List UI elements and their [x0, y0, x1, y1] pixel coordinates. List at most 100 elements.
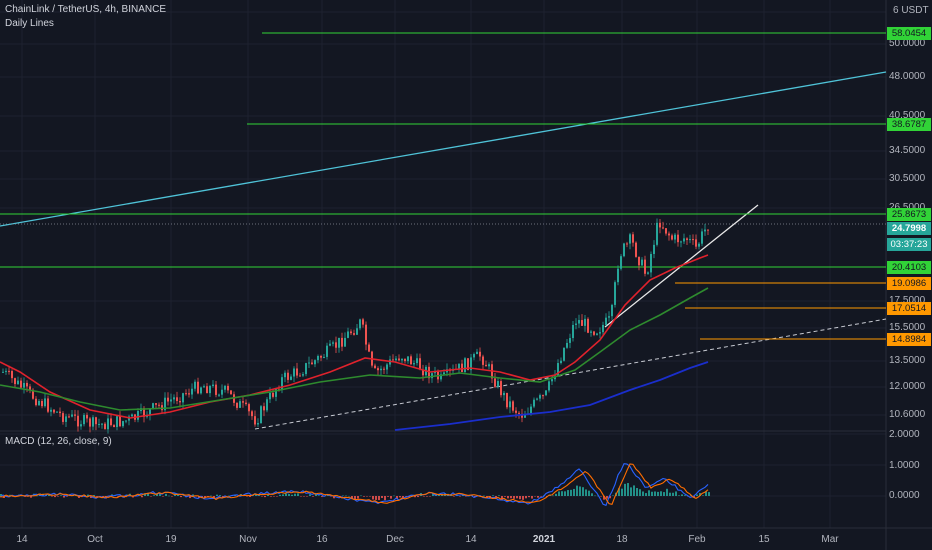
candle-body	[116, 416, 118, 428]
macd-bar	[561, 491, 563, 496]
macd-bar	[459, 496, 461, 497]
macd-bar	[162, 496, 164, 497]
candle-body	[665, 228, 667, 234]
candle-body	[65, 416, 67, 422]
macd-bar	[96, 496, 98, 497]
macd-bar	[156, 493, 158, 496]
candle-body	[89, 418, 91, 427]
candle-body	[98, 423, 100, 425]
candle-body	[464, 358, 466, 373]
macd-bar	[357, 496, 359, 499]
price-tick: 50.0000	[889, 38, 926, 49]
candle-body	[623, 243, 625, 257]
candle-body	[596, 333, 598, 335]
macd-bar	[657, 491, 659, 496]
candle-body	[245, 402, 247, 405]
macd-bar	[141, 496, 143, 498]
price-tick: 10.6000	[889, 409, 926, 420]
macd-bar	[705, 491, 707, 496]
macd-bar	[171, 496, 173, 497]
candle-body	[569, 338, 571, 343]
candle-body	[95, 417, 97, 425]
level-tag-38[interactable]: 38.6787	[887, 118, 931, 131]
candle-body	[17, 380, 19, 385]
cyan-trendline	[0, 71, 887, 227]
candle-body	[317, 355, 319, 361]
candle-body	[575, 323, 577, 325]
candle-body	[59, 411, 61, 414]
candle-body	[542, 395, 544, 397]
macd-bar	[345, 495, 347, 497]
candle-body	[326, 345, 328, 357]
candle-body	[191, 388, 193, 395]
macd-bar	[582, 487, 584, 496]
macd-indicator-label[interactable]: MACD (12, 26, close, 9)	[5, 436, 112, 447]
candle-body	[656, 222, 658, 245]
candle-body	[314, 360, 316, 365]
macd-bar	[303, 496, 305, 497]
macd-bar	[534, 496, 536, 497]
level-tag-58[interactable]: 58.0454	[887, 27, 931, 40]
symbol-title[interactable]: ChainLink / TetherUS, 4h, BINANCE	[5, 4, 167, 15]
candle-body	[566, 342, 568, 348]
candle-body	[194, 381, 196, 389]
macd-bar	[429, 496, 431, 497]
macd-bar	[219, 495, 221, 496]
currency-label: 6 USDT	[893, 5, 929, 16]
macd-bar	[210, 495, 212, 497]
candle-body	[263, 406, 265, 411]
macd-bar	[330, 496, 332, 497]
candle-body	[305, 363, 307, 375]
macd-bar	[228, 495, 230, 497]
macd-bar	[396, 496, 398, 499]
candle-body	[530, 406, 532, 414]
indicator-label[interactable]: Daily Lines	[5, 18, 54, 29]
candle-body	[332, 342, 334, 344]
candle-body	[239, 401, 241, 408]
macd-bar	[279, 494, 281, 496]
candle-body	[275, 389, 277, 397]
candle-body	[257, 423, 259, 425]
time-label: 14	[465, 534, 477, 545]
macd-bar	[567, 490, 569, 496]
level-tag-19[interactable]: 19.0986	[887, 277, 931, 290]
candle-body	[419, 358, 421, 370]
candle-body	[458, 363, 460, 370]
macd-bar	[381, 496, 383, 498]
candle-body	[647, 272, 649, 274]
level-tag-20[interactable]: 20.4103	[887, 261, 931, 274]
candle-body	[143, 408, 145, 417]
candle-body	[80, 424, 82, 427]
candle-body	[533, 399, 535, 407]
candle-body	[50, 409, 52, 412]
macd-bar	[276, 496, 278, 497]
candle-body	[572, 324, 574, 339]
macd-bar	[321, 496, 323, 497]
macd-bar	[63, 496, 65, 498]
candle-body	[92, 417, 94, 427]
candle-body	[269, 392, 271, 400]
candle-body	[482, 356, 484, 365]
candle-body	[197, 381, 199, 394]
macd-bar	[585, 489, 587, 496]
candle-body	[500, 381, 502, 396]
macd-bar	[507, 496, 509, 499]
candle-body	[155, 403, 157, 405]
macd-bar	[177, 494, 179, 496]
candle-body	[125, 420, 127, 422]
candle-body	[248, 404, 250, 412]
candle-body	[587, 318, 589, 333]
macd-bar	[318, 495, 320, 497]
candle-body	[71, 414, 73, 417]
level-tag-14[interactable]: 14.8984	[887, 333, 931, 346]
level-tag-25[interactable]: 25.8673	[887, 208, 931, 221]
macd-bar	[558, 491, 560, 496]
chart-grid	[0, 0, 886, 528]
level-tag-17[interactable]: 17.0514	[887, 302, 931, 315]
macd-bar	[663, 492, 665, 496]
candle-body	[206, 386, 208, 394]
candle-body	[536, 398, 538, 400]
candle-body	[626, 243, 628, 245]
macd-bar	[588, 490, 590, 496]
